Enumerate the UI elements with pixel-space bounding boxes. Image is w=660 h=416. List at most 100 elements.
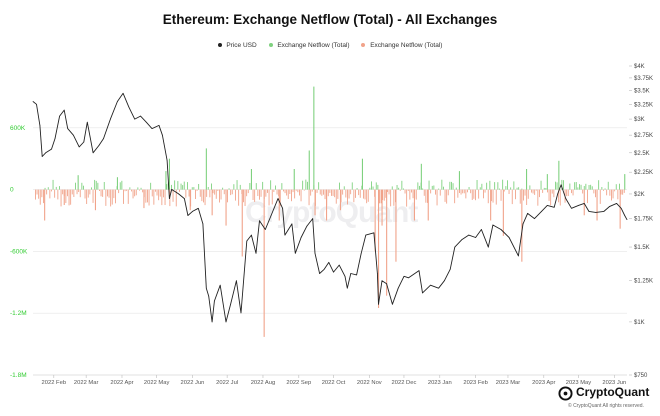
netflow-bar-noise — [217, 189, 219, 191]
netflow-bar-noise — [332, 189, 334, 196]
price-point-108 — [588, 211, 590, 212]
netflow-bar-noise — [126, 189, 128, 191]
netflow-bar-noise — [203, 189, 204, 203]
netflow-bar-noise — [542, 189, 544, 193]
legend-item-price[interactable]: Price USD — [217, 42, 257, 49]
price-point-20 — [128, 106, 130, 108]
netflow-bar-noise — [561, 179, 563, 190]
netflow-bar-noise — [572, 189, 574, 196]
netflow-bar-noise — [303, 189, 305, 191]
netflow-bar-noise — [403, 188, 404, 190]
netflow-bar-noise — [519, 189, 521, 204]
netflow-bar-noise — [622, 189, 624, 195]
netflow-bar-noise — [230, 189, 232, 196]
legend-item-netflow-inflow[interactable]: Exchange Netflow (Total) — [268, 42, 350, 49]
netflow-bar-noise — [51, 189, 52, 192]
netflow-bar-noise — [164, 189, 166, 205]
netflow-bar-noise — [39, 189, 41, 205]
price-point-88 — [468, 234, 470, 236]
price-point-105 — [571, 207, 572, 209]
right-tick-label-11: $1.25K — [634, 279, 653, 285]
netflow-bar-noise — [47, 187, 49, 190]
left-axis-ticks: 600K 0 -600K -1.2M -1.8M — [10, 125, 28, 379]
netflow-bar-noise — [396, 185, 398, 190]
netflow-bar-noise — [286, 189, 288, 196]
netflow-bar-noise — [191, 187, 193, 190]
netflow-bar-noise — [115, 189, 116, 204]
price-point-74 — [381, 280, 383, 282]
netflow-bar-noise — [220, 189, 222, 200]
netflow-bar-noise — [574, 182, 576, 190]
netflow-bar-noise — [527, 189, 529, 199]
netflow-bar-noise — [187, 182, 188, 190]
legend-inflow-label: Exchange Netflow (Total) — [277, 42, 350, 49]
netflow-spike-5 — [143, 189, 145, 209]
netflow-bar-noise — [129, 187, 131, 190]
netflow-bar-noise — [271, 189, 273, 205]
netflow-bar-noise — [593, 189, 595, 194]
netflow-bar-noise — [476, 180, 478, 190]
netflow-bar-noise — [111, 189, 113, 205]
netflow-bar-noise — [76, 189, 78, 195]
netflow-spike-25 — [381, 189, 383, 226]
netflow-bar-noise — [159, 189, 161, 197]
price-point-109 — [595, 212, 597, 213]
netflow-bar-noise — [579, 184, 580, 190]
netflow-bars — [35, 86, 626, 337]
price-point-7 — [59, 115, 60, 117]
netflow-bar-noise — [431, 185, 433, 190]
price-point-67 — [350, 273, 352, 274]
netflow-bar-noise — [91, 187, 92, 190]
netflow-bar-noise — [422, 188, 424, 190]
netflow-bar-noise — [231, 189, 233, 195]
price-point-79 — [408, 277, 409, 279]
price-point-98 — [534, 218, 535, 219]
price-point-82 — [430, 284, 431, 286]
price-point-33 — [192, 211, 193, 212]
netflow-bar-noise — [132, 189, 134, 199]
price-point-115 — [626, 219, 628, 221]
netflow-bar-noise — [36, 189, 38, 195]
netflow-bar-noise — [558, 189, 560, 203]
netflow-bar-noise — [52, 179, 54, 190]
netflow-bar-noise — [185, 189, 187, 198]
price-point-100 — [546, 205, 548, 206]
netflow-bar-noise — [134, 189, 136, 197]
netflow-spike-35 — [526, 169, 528, 190]
price-point-113 — [620, 207, 622, 209]
netflow-bar-noise — [455, 187, 457, 190]
netflow-spike-6 — [165, 171, 167, 190]
netflow-bar-noise — [350, 189, 352, 195]
netflow-spike-4 — [116, 177, 118, 190]
legend-item-netflow-outflow[interactable]: Exchange Netflow (Total) — [361, 42, 442, 49]
netflow-spike-37 — [558, 160, 560, 190]
price-point-73 — [378, 303, 379, 305]
netflow-bar-noise — [478, 189, 480, 199]
netflow-bar-noise — [603, 189, 604, 191]
netflow-bar-noise — [193, 187, 195, 190]
netflow-bar-noise — [369, 187, 371, 190]
netflow-bar-noise — [307, 181, 308, 190]
right-tick-label-8: $2K — [634, 192, 645, 198]
netflow-bar-noise — [204, 189, 206, 206]
netflow-bar-noise — [211, 183, 212, 190]
netflow-bar-noise — [511, 189, 513, 205]
netflow-bar-noise — [206, 189, 208, 197]
netflow-bar-noise — [500, 189, 502, 201]
netflow-bar-noise — [254, 189, 256, 202]
netflow-bar-noise — [62, 189, 64, 195]
netflow-bar-noise — [516, 187, 518, 190]
netflow-bar-noise — [436, 189, 438, 206]
price-point-57 — [306, 225, 308, 227]
netflow-bar-noise — [95, 180, 97, 190]
netflow-bar-noise — [108, 189, 110, 198]
price-point-95 — [518, 255, 519, 257]
netflow-bar-noise — [100, 189, 102, 197]
price-point-32 — [187, 215, 189, 216]
price-usd-line — [32, 92, 628, 323]
netflow-bar-noise — [580, 184, 582, 190]
netflow-bar-noise — [607, 181, 609, 190]
netflow-bar-noise — [297, 189, 299, 193]
netflow-bar-noise — [543, 187, 545, 190]
price-point-50 — [270, 215, 272, 216]
